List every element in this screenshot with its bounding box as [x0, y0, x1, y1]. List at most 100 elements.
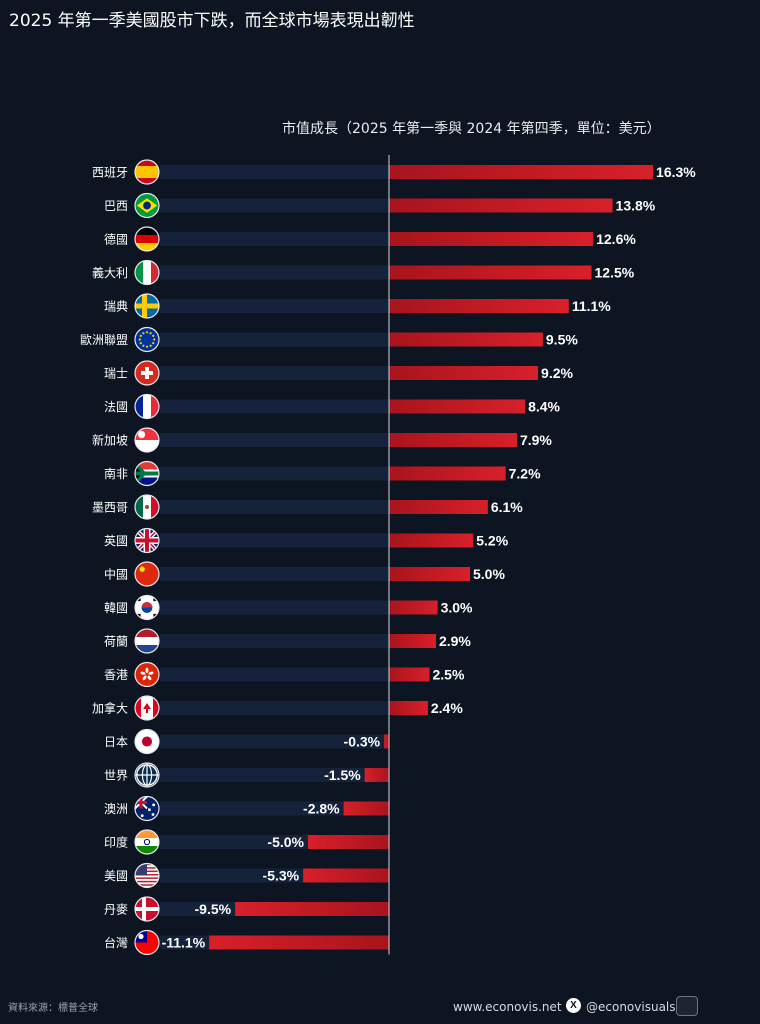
bar [389, 567, 470, 581]
value-label: -1.5% [324, 767, 361, 783]
value-label: -11.1% [162, 935, 206, 951]
bar-track [160, 399, 389, 414]
value-label: -2.8% [303, 801, 340, 817]
bar-row: 9.2% 瑞士 [104, 360, 574, 386]
category-label: 韓國 [104, 601, 128, 615]
bar-track [160, 667, 389, 682]
bar-row: -5.3% 美國 [104, 862, 389, 889]
korea-flag-icon [134, 594, 160, 621]
value-label: 2.5% [433, 667, 465, 683]
x-icon: X [566, 998, 581, 1013]
category-label: 瑞士 [104, 367, 128, 381]
value-label: 9.5% [546, 332, 578, 348]
bar [389, 667, 430, 682]
mexico-flag-icon [134, 494, 160, 520]
bar-track [160, 366, 389, 380]
category-label: 南非 [104, 466, 128, 481]
bar [303, 868, 389, 883]
page-title: 2025 年第一季美國股市下跌，而全球市場表現出韌性 [9, 11, 415, 31]
bar-row: -5.0% 印度 [104, 829, 389, 855]
category-label: 荷蘭 [104, 635, 128, 649]
bar [384, 734, 389, 749]
bar-row: 5.2% 英國 [104, 527, 509, 554]
value-label: 5.2% [476, 533, 508, 549]
bar [209, 935, 389, 950]
uk-flag-icon [134, 527, 160, 554]
value-label: 12.5% [595, 265, 635, 281]
category-label: 法國 [104, 400, 128, 414]
bar-track [160, 265, 389, 280]
canada-flag-icon [134, 695, 160, 721]
bar [235, 902, 389, 916]
australia-flag-icon [134, 795, 160, 822]
india-flag-icon [134, 829, 160, 855]
sweden-flag-icon [134, 293, 160, 319]
bar [389, 634, 436, 648]
bar [389, 701, 428, 715]
bar-track [160, 701, 389, 715]
bar-row: 8.4% 法國 [104, 393, 561, 420]
bar-row: 12.6% 德國 [104, 226, 636, 252]
bar-row: 12.5% 義大利 [92, 259, 635, 286]
category-label: 美國 [104, 869, 128, 883]
bar-row: 16.3% 西班牙 [92, 159, 696, 185]
category-label: 西班牙 [92, 166, 128, 180]
bar-row: 2.9% 荷蘭 [104, 628, 471, 654]
bar-row: -1.5% 世界 [104, 762, 389, 788]
value-label: 9.2% [541, 365, 573, 381]
eu-flag-icon [134, 326, 160, 353]
china-flag-icon [134, 561, 160, 587]
germany-flag-icon [134, 226, 160, 252]
value-label: 13.8% [616, 198, 656, 214]
hong-kong-flag-icon [134, 661, 160, 688]
denmark-flag-icon [134, 896, 160, 922]
bar-row: -2.8% 澳洲 [104, 795, 389, 822]
value-label: 7.2% [509, 466, 541, 482]
bar-track [160, 232, 389, 246]
category-label: 歐洲聯盟 [80, 332, 128, 347]
bar-track [160, 634, 389, 648]
bar-track [160, 466, 389, 481]
category-label: 新加坡 [92, 433, 128, 448]
value-label: -5.3% [263, 868, 300, 884]
brand-badge-icon [676, 996, 698, 1016]
bar [389, 433, 517, 447]
website-link[interactable]: www.econovis.net [453, 1000, 562, 1014]
bar-track [160, 299, 389, 313]
category-label: 巴西 [104, 199, 128, 213]
value-label: -5.0% [267, 834, 304, 850]
bar [389, 332, 543, 347]
value-label: -0.3% [344, 734, 381, 750]
category-label: 加拿大 [92, 701, 128, 716]
bar-chart: 16.3% 西班牙 13.8% 巴西 12.6% 德國 12.5% 義大利 11.1% 瑞典 9.5… [80, 155, 696, 956]
category-label: 英國 [104, 534, 128, 548]
japan-flag-icon [134, 728, 160, 755]
bar-track [160, 600, 389, 615]
bar [389, 399, 526, 414]
category-label: 台灣 [104, 935, 128, 950]
social-handle[interactable]: @econovisuals [586, 1000, 676, 1014]
value-label: 8.4% [528, 399, 560, 415]
bar-track [160, 734, 389, 749]
value-label: 16.3% [656, 164, 696, 180]
category-label: 德國 [104, 232, 128, 247]
category-label: 日本 [104, 735, 128, 749]
usa-flag-icon [134, 862, 160, 889]
bar-track [160, 332, 389, 347]
bar [389, 466, 506, 481]
category-label: 世界 [104, 769, 128, 783]
value-label: -9.5% [195, 901, 232, 917]
bar-track [160, 768, 389, 782]
bar-track [160, 801, 389, 816]
value-label: 3.0% [441, 600, 473, 616]
bar [389, 165, 654, 179]
france-flag-icon [134, 393, 160, 420]
bar-row: 13.8% 巴西 [104, 192, 656, 219]
bar-row: -9.5% 丹麥 [104, 896, 389, 922]
bar [364, 768, 389, 782]
bar-row: -11.1% 台灣 [104, 929, 389, 956]
source-note: 資料來源：標普全球 [8, 1003, 98, 1014]
bar [308, 835, 389, 849]
bar-track [160, 500, 389, 514]
value-label: 5.0% [473, 566, 505, 582]
